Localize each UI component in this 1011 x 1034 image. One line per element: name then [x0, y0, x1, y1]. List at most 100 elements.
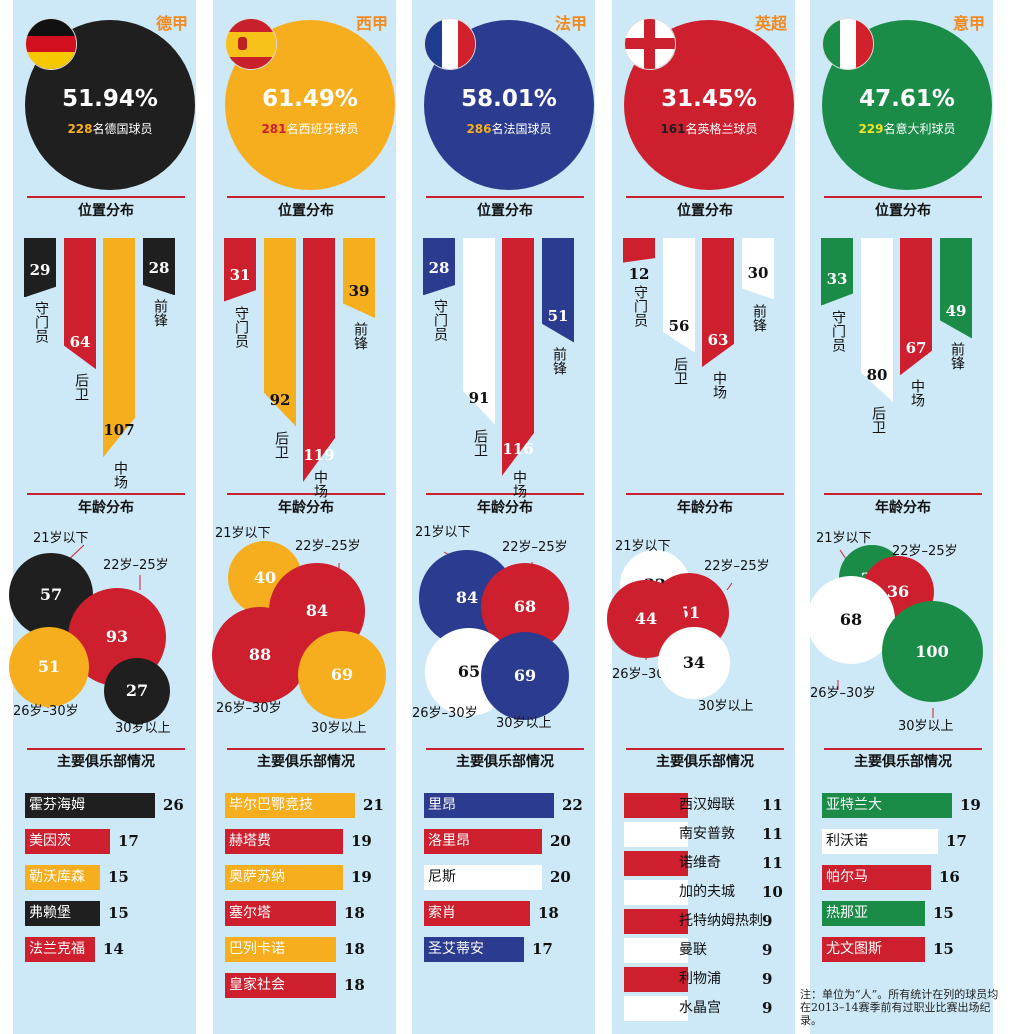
club-bar-1 [624, 793, 688, 818]
position-label: 中场 [711, 371, 727, 400]
age-group-label: 22岁–25岁 [502, 540, 568, 555]
club-name: 水晶宫 [679, 1000, 721, 1016]
section-divider [426, 493, 584, 495]
section-divider [426, 196, 584, 198]
club-name: 南安普敦 [679, 826, 735, 842]
age-group-label: 30岁以上 [496, 716, 552, 731]
club-value: 18 [344, 940, 365, 958]
club-name: 圣艾蒂安 [428, 941, 484, 957]
section-title-clubs: 主要俱乐部情况 [456, 754, 554, 770]
main-subtitle: 229名意大利球员 [822, 120, 992, 137]
position-label: 中场 [909, 379, 925, 408]
section-divider [824, 196, 982, 198]
club-value: 17 [118, 832, 139, 850]
club-value: 20 [550, 868, 571, 886]
league-column-3: 58.01% 286名法国球员 法甲 位置分布 年龄分布 主要俱乐部情况 28 守门员 91 后卫… [412, 0, 595, 1034]
section-divider [426, 748, 584, 750]
section-divider [27, 748, 185, 750]
league-name: 法甲 [554, 14, 587, 33]
club-bar-3 [624, 851, 688, 876]
position-bar-4 [542, 238, 574, 343]
league-column-5: 47.61% 229名意大利球员 意甲 位置分布 年龄分布 主要俱乐部情况 33 守门员 80 后… [806, 0, 993, 1034]
club-value: 18 [344, 976, 365, 994]
club-value: 22 [562, 796, 583, 814]
position-label: 前锋 [949, 342, 965, 371]
position-bar-4 [742, 238, 774, 300]
club-bar-7 [624, 967, 688, 992]
age-group-label: 26岁–30岁 [412, 706, 478, 721]
players-count: 229 [858, 122, 884, 136]
club-value: 15 [108, 868, 129, 886]
position-label: 前锋 [152, 299, 168, 328]
main-percent: 51.94% [62, 86, 158, 112]
age-bubble-3: 88 [211, 606, 309, 704]
club-value: 9 [762, 999, 773, 1017]
club-bar-4 [25, 901, 100, 926]
club-value: 15 [108, 904, 129, 922]
club-bar-3 [25, 865, 100, 890]
players-suffix: 名意大利球员 [883, 122, 956, 136]
players-count: 281 [261, 122, 287, 136]
italy-flag-icon [822, 18, 874, 70]
position-bar-3 [303, 238, 335, 482]
age-group-label: 26岁–30岁 [13, 704, 79, 719]
club-bar-4 [225, 901, 336, 926]
position-label: 守门员 [432, 299, 448, 342]
club-name: 皇家社会 [229, 977, 285, 993]
position-label: 前锋 [551, 346, 567, 375]
section-title-clubs: 主要俱乐部情况 [57, 754, 155, 770]
position-value: 56 [668, 316, 690, 335]
club-bar-5 [624, 909, 688, 934]
club-bar-1 [424, 793, 554, 818]
club-bar-3 [225, 865, 343, 890]
age-group-label: 21岁以下 [816, 531, 872, 546]
club-name: 霍芬海姆 [29, 797, 85, 813]
section-title-age: 年龄分布 [78, 500, 134, 516]
club-bar-2 [624, 822, 688, 847]
section-title-position: 位置分布 [677, 203, 733, 219]
age-bubble-4: 34 [658, 627, 730, 699]
position-value: 28 [148, 259, 170, 278]
club-bar-2 [25, 829, 110, 854]
club-bar-5 [822, 937, 925, 962]
club-value: 21 [363, 796, 384, 814]
players-suffix: 名西班牙球员 [286, 122, 359, 136]
club-name: 托特纳姆热刺 [679, 913, 763, 929]
position-value: 33 [826, 269, 848, 288]
position-label: 前锋 [352, 321, 368, 350]
section-divider [626, 748, 784, 750]
position-bar-1 [821, 238, 853, 306]
position-bar-3 [702, 238, 734, 368]
section-divider [227, 748, 385, 750]
position-label: 守门员 [233, 305, 249, 348]
section-title-position: 位置分布 [875, 203, 931, 219]
section-title-clubs: 主要俱乐部情况 [257, 754, 355, 770]
section-title-position: 位置分布 [78, 203, 134, 219]
section-divider [27, 196, 185, 198]
section-title-age: 年龄分布 [677, 500, 733, 516]
position-label: 后卫 [472, 428, 488, 457]
section-divider [824, 748, 982, 750]
club-bar-1 [225, 793, 355, 818]
club-value: 20 [550, 832, 571, 850]
club-bar-3 [424, 865, 542, 890]
age-group-label: 21岁以下 [215, 526, 271, 541]
club-value: 11 [762, 796, 783, 814]
position-value: 39 [348, 281, 370, 300]
position-bar-2 [663, 238, 695, 353]
age-group-label: 30岁以上 [898, 719, 954, 734]
age-bubble-4: 69 [297, 630, 387, 720]
club-name: 诺维奇 [679, 855, 721, 871]
position-bar-3 [103, 238, 135, 458]
section-divider [824, 493, 982, 495]
club-value: 16 [939, 868, 960, 886]
age-group-label: 30岁以上 [698, 699, 754, 714]
club-value: 26 [163, 796, 184, 814]
club-bar-2 [424, 829, 542, 854]
club-value: 11 [762, 854, 783, 872]
position-label: 前锋 [751, 303, 767, 332]
leader-line [726, 582, 733, 591]
club-name: 赫塔费 [229, 833, 271, 849]
position-value: 63 [707, 331, 729, 350]
section-title-clubs: 主要俱乐部情况 [656, 754, 754, 770]
